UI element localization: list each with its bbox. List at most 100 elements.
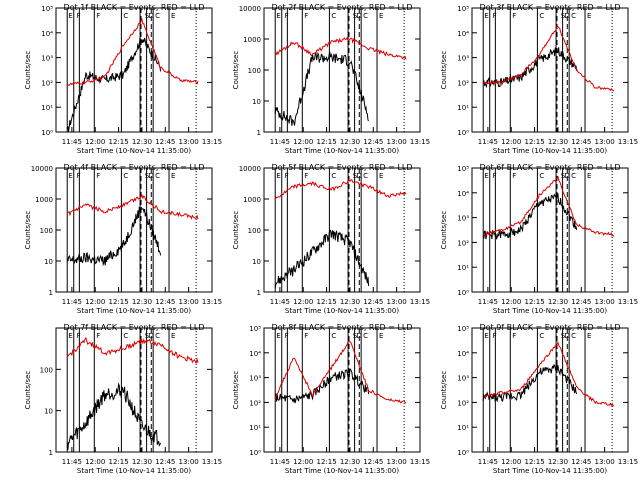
x-tick-label: 13:00 — [387, 298, 407, 306]
x-tick-label: 13:00 — [595, 458, 615, 466]
y-tick-label: 10³ — [457, 55, 469, 63]
plot-frame — [471, 7, 629, 133]
y-tick-label: 10⁴ — [41, 30, 53, 38]
region-letter: F — [493, 12, 497, 20]
x-tick-label: 12:30 — [132, 298, 152, 306]
y-tick-label: 100 — [248, 227, 261, 235]
x-tick-label: 12:15 — [108, 138, 128, 146]
x-tick-label: 11:45 — [478, 138, 498, 146]
x-tick-label: 12:45 — [155, 298, 175, 306]
x-tick-label: 12:15 — [524, 458, 544, 466]
region-letter: C — [123, 172, 128, 180]
chart-panel: Det 1f BLACK = Events, RED = LLD 10⁰ 10¹ 10… — [24, 3, 222, 155]
y-tick-label: 1000 — [243, 36, 261, 44]
x-tick-label: 12:45 — [571, 138, 591, 146]
x-tick-label: 12:00 — [293, 138, 313, 146]
region-letter: E — [171, 332, 175, 340]
plot-frame — [263, 327, 421, 453]
y-tick-label: 10² — [249, 399, 261, 407]
x-tick-label: 12:45 — [363, 298, 383, 306]
region-letter: F — [96, 12, 100, 20]
region-letter: F — [512, 12, 516, 20]
x-tick-label: 11:45 — [478, 298, 498, 306]
chart-panel: Det 4f BLACK = Events, RED = LLD 1 10 100 10… — [24, 163, 222, 315]
x-tick-label: 11:45 — [270, 298, 290, 306]
region-letter: C — [123, 12, 128, 20]
region-letter: D — [357, 12, 362, 20]
x-axis-label: Start Time (10-Nov-14 11:35:00) — [285, 467, 399, 475]
y-tick-label: 10000 — [31, 165, 53, 173]
region-letter: F — [96, 332, 100, 340]
x-tick-label: 13:15 — [202, 138, 222, 146]
x-tick-label: 13:15 — [202, 298, 222, 306]
y-tick-label: 10⁴ — [249, 350, 261, 358]
region-letter: E — [379, 172, 383, 180]
region-letter: F — [285, 172, 289, 180]
x-tick-label: 12:00 — [293, 298, 313, 306]
x-tick-label: 13:00 — [179, 458, 199, 466]
y-tick-label: 1000 — [243, 196, 261, 204]
region-letter: F — [77, 12, 81, 20]
events-series-line — [66, 382, 162, 451]
events-series-line — [275, 368, 370, 404]
y-tick-label: 10⁰ — [457, 449, 469, 457]
region-letter: D — [357, 172, 362, 180]
lld-series-line — [66, 193, 199, 220]
x-axis-label: Start Time (10-Nov-14 11:35:00) — [493, 307, 607, 315]
events-series-line — [482, 47, 578, 89]
y-tick-label: 1 — [257, 129, 261, 137]
region-letter: S — [145, 12, 150, 20]
x-tick-label: 12:30 — [132, 458, 152, 466]
x-axis-label: Start Time (10-Nov-14 11:35:00) — [285, 307, 399, 315]
y-tick-label: 10⁰ — [249, 449, 261, 457]
x-tick-label: 11:45 — [270, 458, 290, 466]
x-tick-label: 11:45 — [270, 138, 290, 146]
region-letter: F — [493, 332, 497, 340]
x-axis-label: Start Time (10-Nov-14 11:35:00) — [493, 467, 607, 475]
region-letter: E — [276, 12, 280, 20]
region-letter: S — [353, 172, 358, 180]
x-tick-label: 12:30 — [340, 138, 360, 146]
region-letter: C — [155, 332, 160, 340]
y-tick-label: 10² — [457, 239, 469, 247]
y-tick-label: 1 — [257, 289, 261, 297]
chart-panel: Det 5f BLACK = Events, RED = LLD 1 10 100 10… — [232, 163, 430, 315]
region-letter: E — [484, 12, 488, 20]
chart-panel: Det 2f BLACK = Events, RED = LLD 1 10 100 10… — [232, 3, 430, 155]
y-tick-label: 10¹ — [457, 104, 469, 112]
region-letter: S — [561, 12, 566, 20]
y-tick-label: 10² — [41, 79, 53, 87]
x-tick-label: 11:45 — [62, 458, 82, 466]
region-letter: D — [565, 332, 570, 340]
y-tick-label: 10000 — [239, 165, 261, 173]
x-tick-label: 12:00 — [501, 298, 521, 306]
region-letter: E — [379, 332, 383, 340]
y-tick-label: 10³ — [457, 375, 469, 383]
x-tick-label: 12:15 — [524, 138, 544, 146]
x-tick-label: 12:15 — [316, 458, 336, 466]
x-tick-label: 12:45 — [571, 298, 591, 306]
x-axis-label: Start Time (10-Nov-14 11:35:00) — [285, 147, 399, 155]
lld-series-line — [483, 340, 615, 407]
chart-title: Det 7f BLACK = Events, RED = LLD — [63, 323, 204, 332]
y-tick-label: 10 — [252, 258, 261, 266]
x-tick-label: 12:30 — [548, 138, 568, 146]
plot-frame — [471, 167, 629, 293]
x-tick-label: 13:15 — [410, 138, 430, 146]
region-letter: E — [484, 332, 488, 340]
lld-series-line — [66, 336, 199, 365]
x-axis-label: Start Time (10-Nov-14 11:35:00) — [77, 147, 191, 155]
x-tick-label: 13:00 — [387, 458, 407, 466]
chart-panel: Det 6f BLACK = Events, RED = LLD 10⁰ 10¹ 10… — [440, 163, 638, 315]
region-letter: F — [304, 12, 308, 20]
chart-title: Det 1f BLACK = Events, RED = LLD — [63, 3, 204, 12]
y-tick-label: 10³ — [249, 375, 261, 383]
x-tick-label: 12:15 — [524, 298, 544, 306]
region-letter: S — [145, 332, 150, 340]
plot-frame — [55, 327, 213, 453]
x-tick-label: 12:00 — [85, 458, 105, 466]
y-tick-label: 10000 — [239, 5, 261, 13]
y-axis-label: Counts/sec — [440, 211, 448, 250]
region-letter: E — [587, 332, 591, 340]
